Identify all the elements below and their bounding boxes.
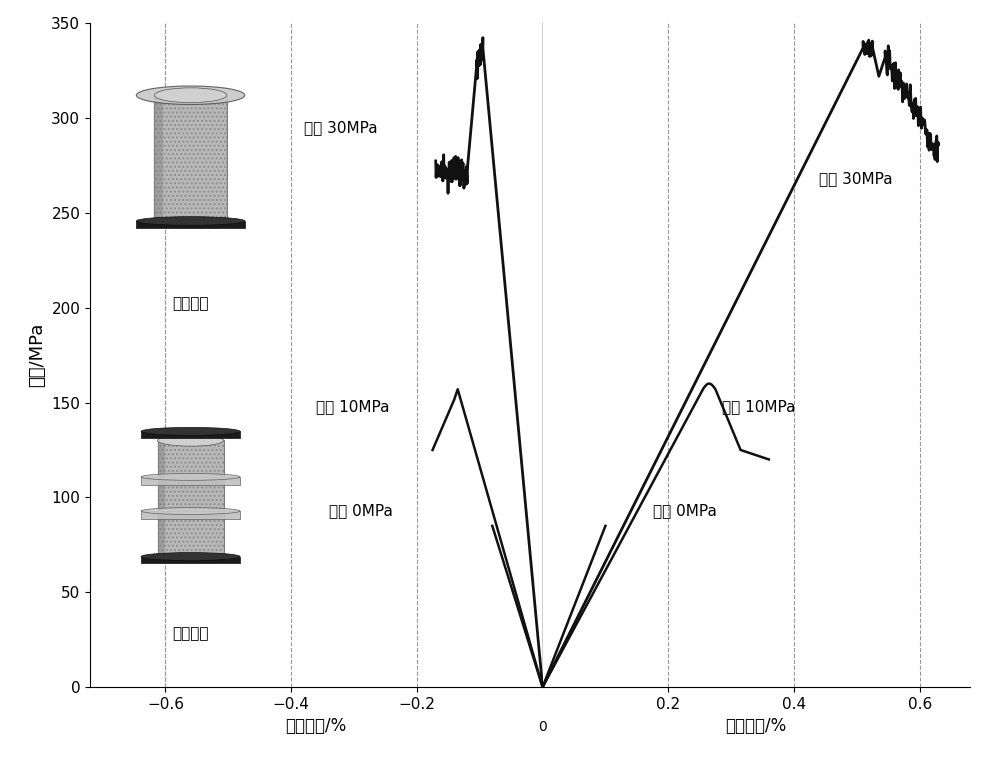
X-axis label: 轴向应变/%: 轴向应变/%	[726, 717, 787, 736]
Bar	[141, 477, 240, 485]
Text: 0: 0	[538, 720, 547, 734]
Text: 围压 0MPa: 围压 0MPa	[653, 503, 716, 518]
Text: 围压 10MPa: 围压 10MPa	[316, 399, 390, 414]
Bar	[154, 95, 163, 218]
Bar	[158, 441, 224, 554]
Ellipse shape	[141, 473, 240, 480]
Text: 单轴压缩: 单轴压缩	[172, 296, 209, 311]
Ellipse shape	[154, 88, 227, 103]
Ellipse shape	[141, 508, 240, 514]
Ellipse shape	[136, 217, 245, 225]
Bar	[141, 511, 240, 519]
Bar	[158, 441, 224, 554]
Ellipse shape	[141, 553, 240, 560]
Ellipse shape	[141, 428, 240, 435]
Ellipse shape	[158, 435, 224, 446]
Text: 围压 10MPa: 围压 10MPa	[722, 399, 795, 414]
Bar	[141, 432, 240, 438]
Text: 围压 30MPa: 围压 30MPa	[304, 120, 377, 135]
Ellipse shape	[136, 86, 245, 104]
Bar	[141, 557, 240, 564]
Text: 围压 30MPa: 围压 30MPa	[819, 171, 893, 186]
X-axis label: 侧向应变/%: 侧向应变/%	[286, 717, 347, 736]
Text: 三轴压缩: 三轴压缩	[172, 626, 209, 642]
Y-axis label: 应力/MPa: 应力/MPa	[28, 323, 46, 388]
Bar	[154, 95, 227, 218]
Bar	[158, 441, 165, 554]
Text: 围压 0MPa: 围压 0MPa	[329, 503, 393, 518]
Bar	[136, 221, 245, 229]
Bar	[154, 95, 227, 218]
